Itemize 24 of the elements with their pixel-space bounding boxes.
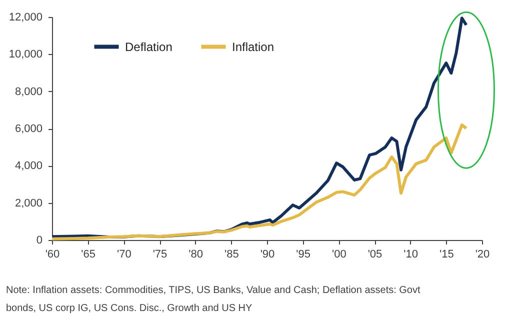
x-tick-label: '15	[439, 248, 454, 260]
x-tick-label: '65	[81, 248, 96, 260]
x-tick-label: '70	[116, 248, 132, 260]
legend-label: Inflation	[232, 40, 274, 54]
y-tick-label: 10,000	[8, 48, 42, 61]
x-tick-label: '60	[45, 248, 60, 260]
y-tick-label: 0	[36, 234, 42, 246]
y-tick-label: 8,000	[14, 86, 42, 98]
x-tick-label: '85	[224, 248, 239, 260]
legend-label: Deflation	[125, 40, 172, 54]
x-tick-label: '10	[404, 248, 418, 260]
text: Note: Inflation assets: Commodities, TIPS, US Banks, Value and Cash; Deflation assets: Govt bonds, US corp IG, US Cons. Disc., Growth and US HY	[6, 285, 420, 314]
x-tick-label: '90	[260, 248, 275, 260]
x-tick-label: '80	[188, 248, 204, 260]
y-tick-label: 4,000	[14, 160, 42, 172]
x-tick-label: '75	[152, 248, 168, 260]
y-tick-label: 2,000	[14, 197, 42, 210]
x-tick-label: '00	[332, 248, 346, 260]
x-tick-label: '05	[368, 248, 382, 260]
line-series	[50, 123, 468, 240]
y-tick-label: 12,000	[8, 12, 42, 24]
y-tick-label: 6,000	[14, 123, 42, 135]
x-tick-label: '20	[475, 248, 490, 260]
x-tick-label: '95	[296, 248, 311, 260]
